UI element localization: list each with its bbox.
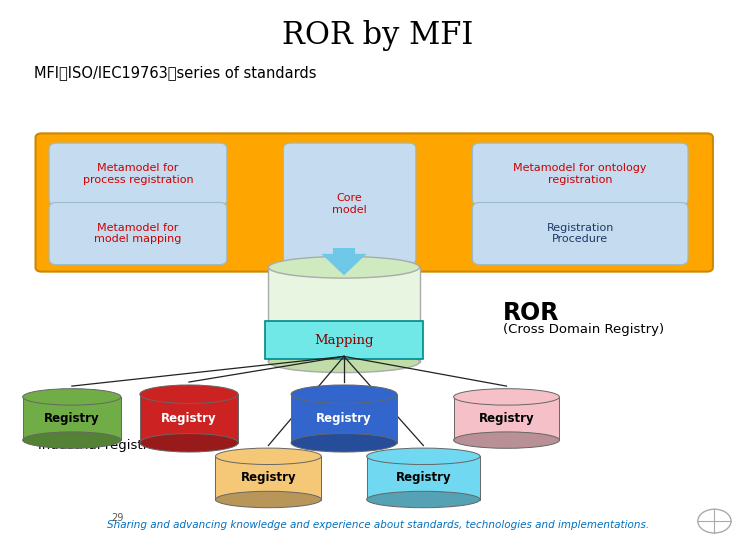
- Ellipse shape: [140, 385, 238, 403]
- FancyBboxPatch shape: [265, 321, 423, 359]
- FancyBboxPatch shape: [36, 133, 713, 272]
- FancyBboxPatch shape: [472, 202, 688, 265]
- Ellipse shape: [140, 434, 238, 452]
- Bar: [367, 456, 480, 500]
- Ellipse shape: [215, 448, 321, 464]
- FancyBboxPatch shape: [284, 143, 416, 265]
- Text: ROR: ROR: [503, 301, 559, 325]
- Text: ROR by MFI: ROR by MFI: [283, 19, 473, 51]
- Text: Core
model: Core model: [333, 193, 367, 214]
- Text: Metamodel for
model mapping: Metamodel for model mapping: [94, 222, 181, 244]
- Text: 29: 29: [111, 514, 123, 523]
- Bar: [291, 394, 397, 443]
- Ellipse shape: [454, 432, 559, 448]
- Ellipse shape: [23, 389, 121, 405]
- Ellipse shape: [215, 491, 321, 508]
- Text: Registration
Procedure: Registration Procedure: [547, 222, 614, 244]
- Text: Registry: Registry: [161, 412, 217, 425]
- FancyBboxPatch shape: [49, 202, 227, 265]
- FancyBboxPatch shape: [49, 143, 227, 205]
- Bar: [268, 267, 420, 362]
- Ellipse shape: [268, 351, 420, 373]
- Ellipse shape: [23, 432, 121, 448]
- Text: MFI（ISO/IEC19763）series of standards: MFI（ISO/IEC19763）series of standards: [34, 65, 317, 80]
- Text: Registry: Registry: [395, 471, 451, 484]
- Text: Metamodel for ontology
registration: Metamodel for ontology registration: [513, 163, 647, 185]
- Polygon shape: [321, 254, 367, 275]
- Ellipse shape: [291, 434, 397, 452]
- Text: Registry: Registry: [240, 471, 296, 484]
- Ellipse shape: [454, 389, 559, 405]
- Bar: [23, 397, 121, 440]
- Text: Industrial registries: Industrial registries: [38, 439, 167, 452]
- Ellipse shape: [268, 256, 420, 278]
- Text: Registry: Registry: [316, 412, 372, 425]
- Text: Mapping: Mapping: [314, 334, 373, 347]
- Bar: [333, 248, 355, 254]
- Bar: [140, 394, 238, 443]
- Ellipse shape: [367, 448, 480, 464]
- FancyBboxPatch shape: [472, 143, 688, 205]
- Bar: [215, 456, 321, 500]
- Text: (Cross Domain Registry): (Cross Domain Registry): [503, 323, 664, 336]
- Ellipse shape: [291, 385, 397, 403]
- Ellipse shape: [367, 491, 480, 508]
- Bar: [454, 397, 559, 440]
- Text: Registry: Registry: [479, 412, 534, 425]
- Text: Sharing and advancing knowledge and experience about standards, technologies and: Sharing and advancing knowledge and expe…: [107, 520, 649, 530]
- Text: Metamodel for
process registration: Metamodel for process registration: [82, 163, 194, 185]
- Text: Registry: Registry: [44, 412, 100, 425]
